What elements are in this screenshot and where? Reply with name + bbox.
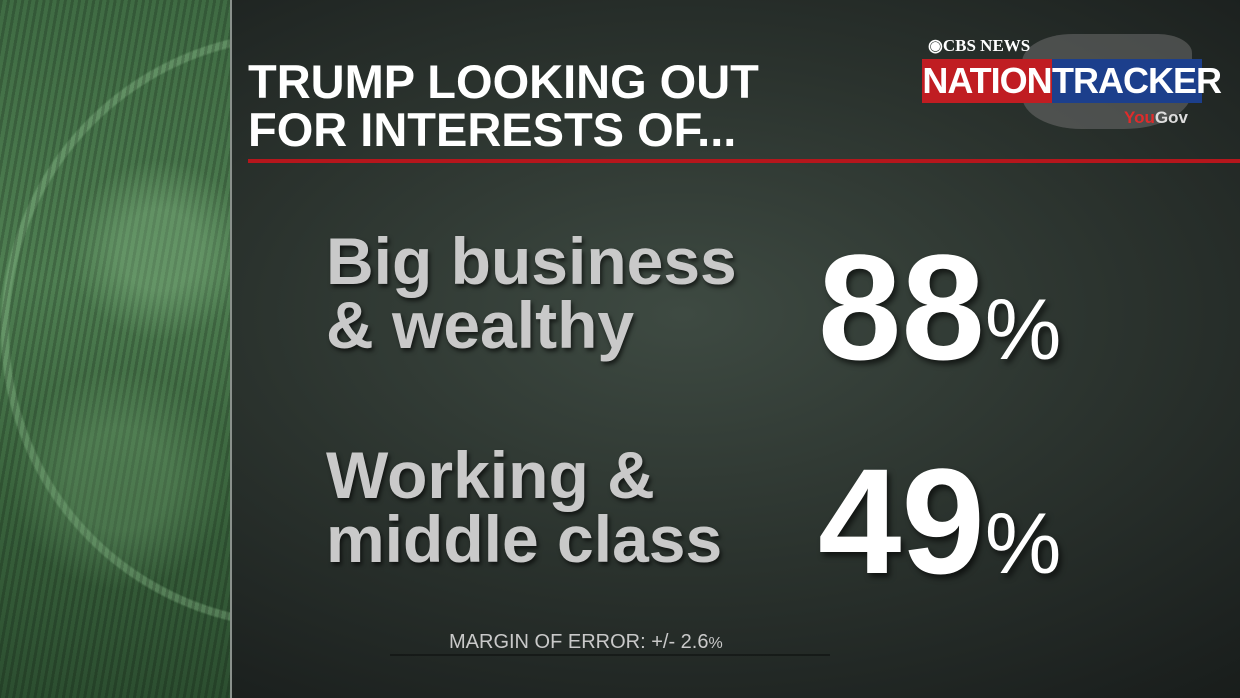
result-value-big-business: 88% [818,223,1062,391]
logo-tracker: TRACKER [1052,59,1222,103]
result-label-working-class: Working & middle class [326,438,723,576]
result-value-working-class: 49% [818,437,1062,605]
label-line: & wealthy [326,288,635,362]
title-line-1: TRUMP LOOKING OUT [248,55,759,108]
footer-rule [390,654,830,656]
cbs-news-logo: ◉CBS NEWS [928,36,1031,55]
title-rule [248,159,1240,163]
margin-of-error: MARGIN OF ERROR: +/- 2.6% [449,631,723,653]
label-line: Big business [326,224,737,298]
label-line: Working & [326,438,655,512]
divider [230,0,232,698]
dollar-bill-background [0,0,230,698]
label-line: middle class [326,502,723,576]
title-line-2: FOR INTERESTS OF... [248,103,737,156]
result-label-big-business: Big business & wealthy [326,224,737,362]
nation-tracker-logo: ◉CBS NEWS NATION TRACKER YouGov [922,34,1222,134]
logo-nation: NATION [922,59,1053,103]
page-title: TRUMP LOOKING OUT FOR INTERESTS OF... [248,58,759,154]
yougov-logo: YouGov [1124,108,1188,127]
